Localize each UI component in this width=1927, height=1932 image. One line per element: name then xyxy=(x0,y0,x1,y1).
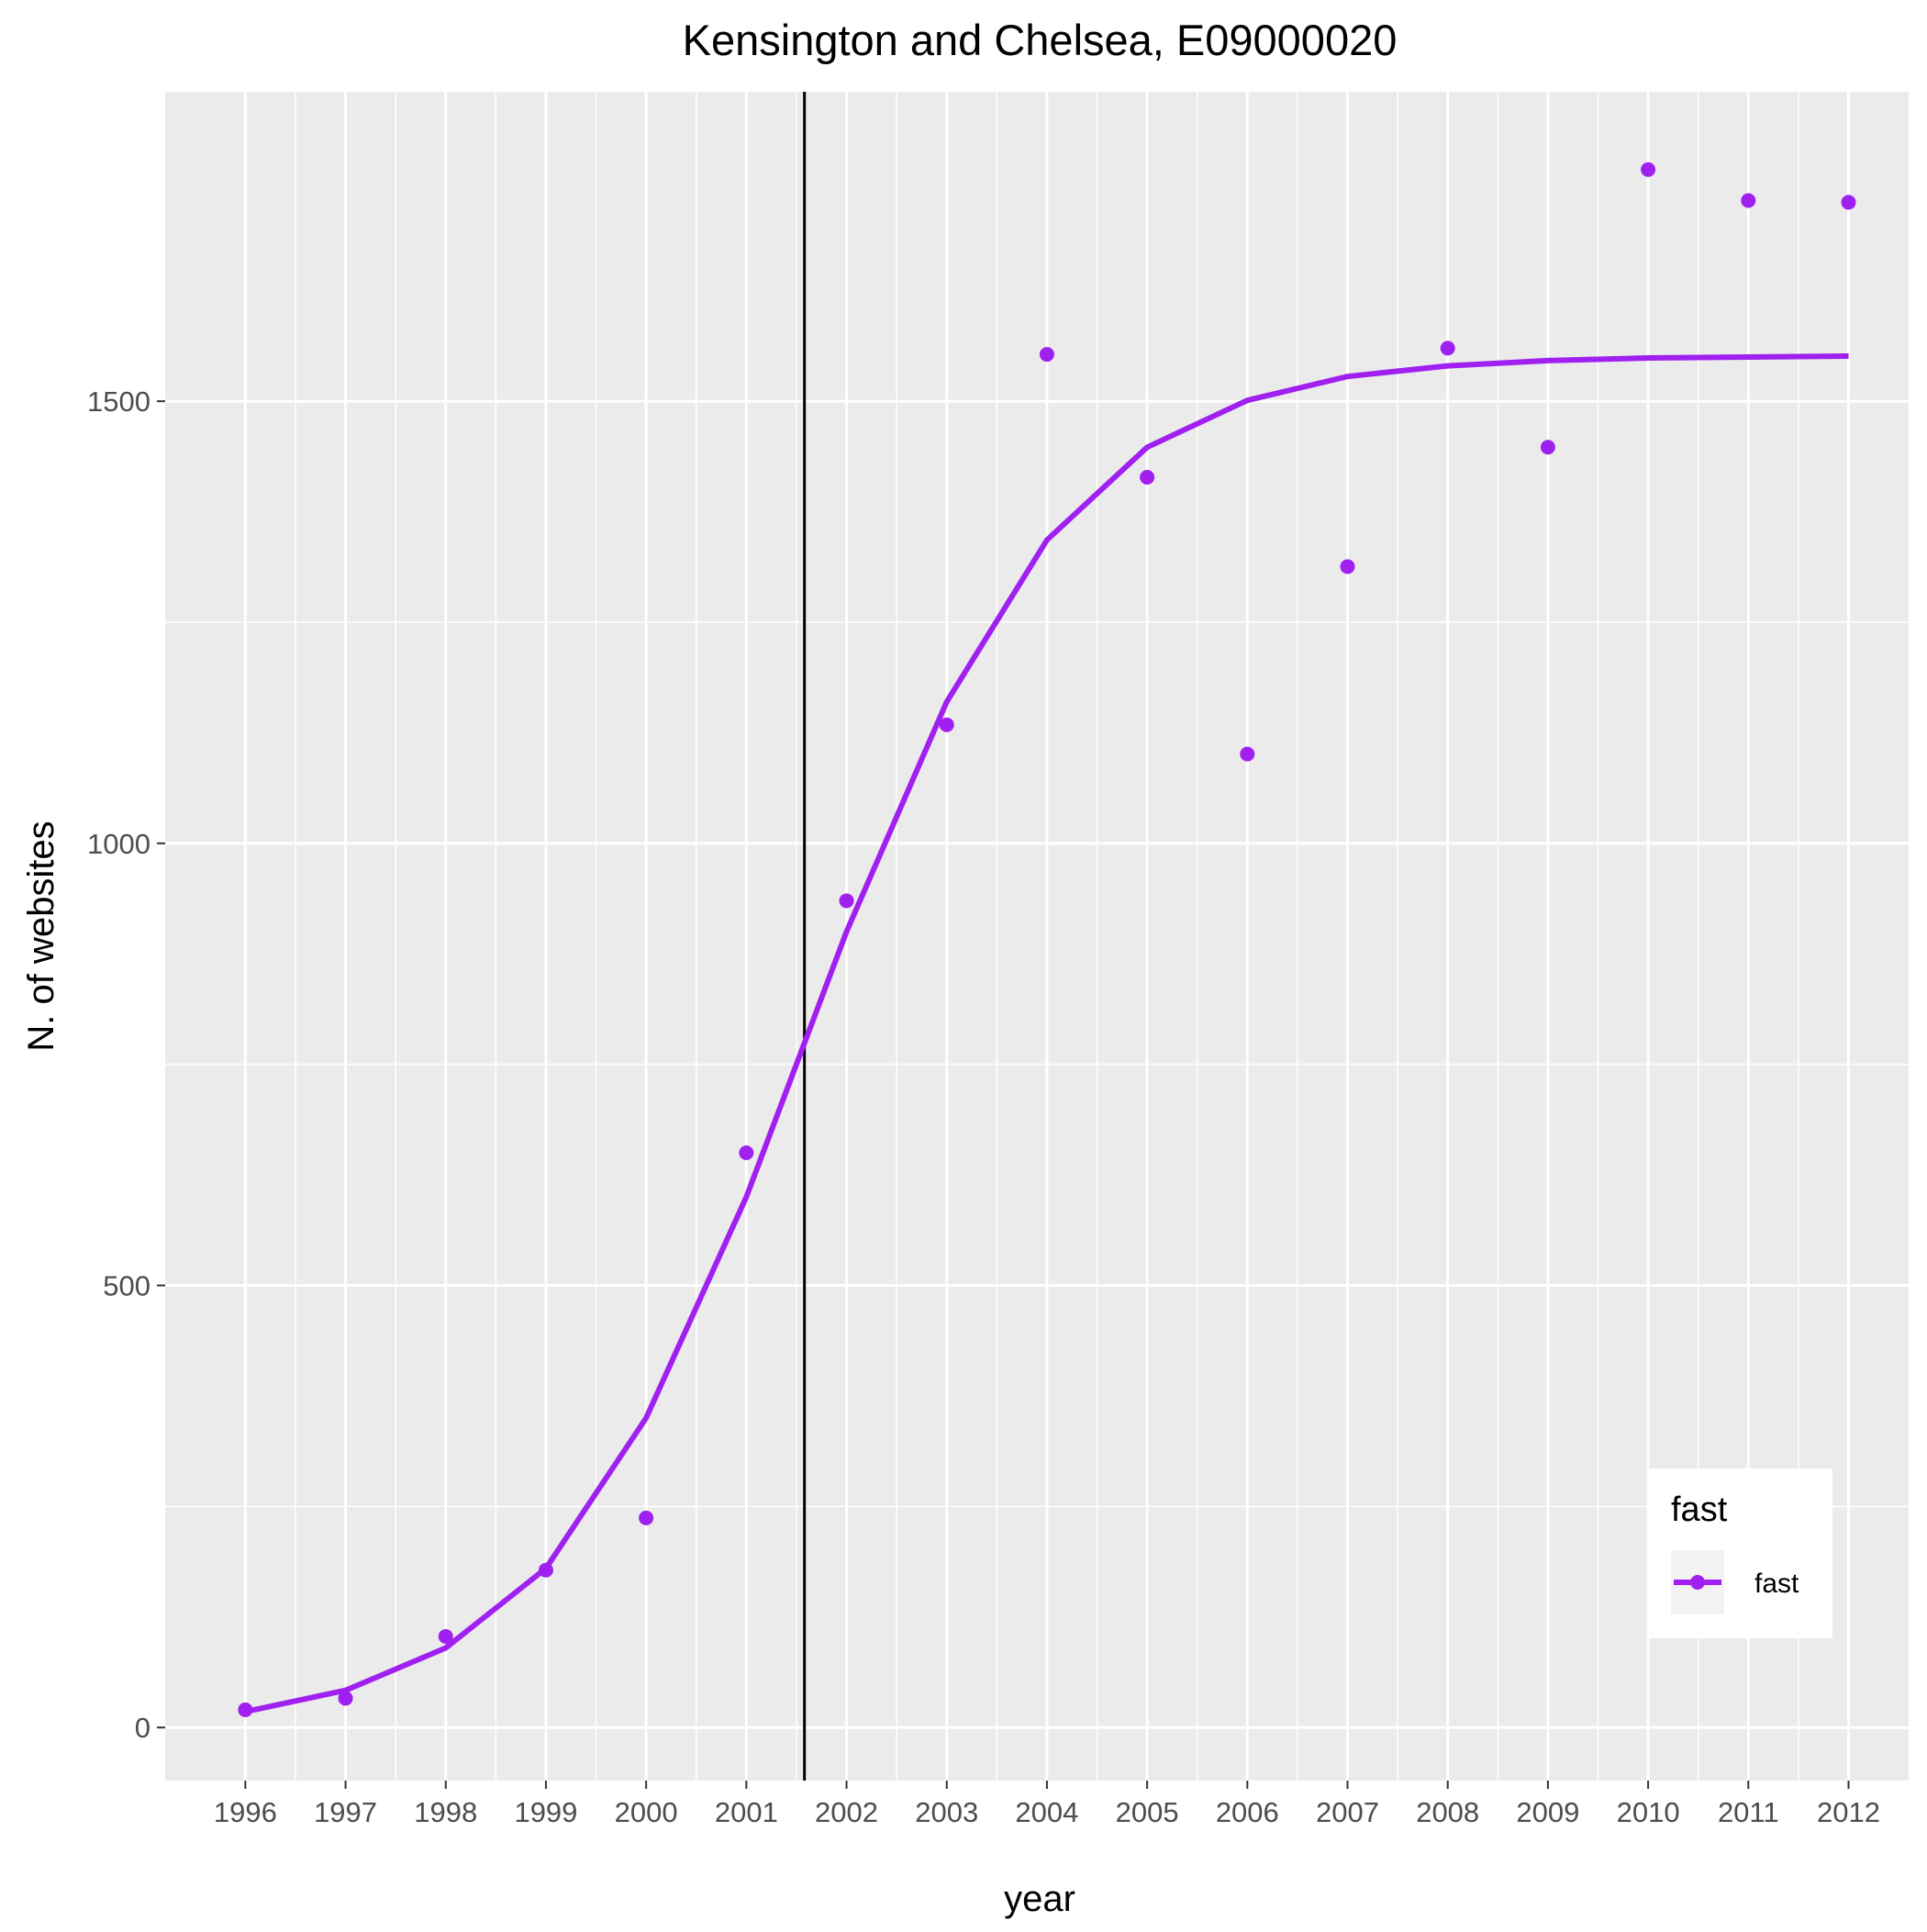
data-point-1996 xyxy=(238,1702,253,1717)
legend: fast fast xyxy=(1649,1469,1832,1638)
x-tick-label: 2005 xyxy=(1116,1796,1179,1828)
data-point-2006 xyxy=(1240,746,1255,762)
x-tick-label: 2012 xyxy=(1817,1796,1880,1828)
data-point-2010 xyxy=(1641,162,1656,177)
x-tick-label: 2010 xyxy=(1617,1796,1680,1828)
x-tick-label: 2009 xyxy=(1516,1796,1579,1828)
x-tick-label: 2011 xyxy=(1718,1796,1779,1828)
x-tick-label: 2002 xyxy=(815,1796,878,1828)
data-point-1998 xyxy=(438,1628,453,1644)
series-line-fast xyxy=(244,353,1849,1714)
legend-key-point xyxy=(1690,1575,1705,1590)
x-tick-label: 1997 xyxy=(314,1796,377,1828)
x-tick-label: 1998 xyxy=(414,1796,477,1828)
data-point-2007 xyxy=(1340,559,1355,575)
data-point-2005 xyxy=(1140,470,1155,486)
y-axis-title: N. of websites xyxy=(21,821,61,1051)
x-axis-title: year xyxy=(1004,1879,1075,1919)
data-point-2011 xyxy=(1741,193,1756,208)
y-tick-label: 0 xyxy=(135,1712,150,1744)
y-tick-label: 1500 xyxy=(87,385,150,418)
axes: 0 500 1000 1500 1996 1997 1998 1999 2000 2001 2002… xyxy=(87,385,1880,1828)
chart-title: Kensington and Chelsea, E09000020 xyxy=(683,16,1398,64)
series-layer xyxy=(238,162,1856,1717)
data-point-2008 xyxy=(1440,341,1455,356)
data-point-2012 xyxy=(1841,195,1856,210)
x-tick-label: 2001 xyxy=(715,1796,778,1828)
x-tick-label: 2000 xyxy=(615,1796,678,1828)
y-tick-label: 500 xyxy=(103,1270,150,1302)
plot-panel xyxy=(165,92,1909,1781)
x-tick-label: 1996 xyxy=(214,1796,277,1828)
x-tick-label: 1999 xyxy=(514,1796,577,1828)
data-point-1997 xyxy=(338,1691,353,1706)
x-tick-label: 2007 xyxy=(1316,1796,1379,1828)
legend-entry-label: fast xyxy=(1754,1569,1799,1599)
data-point-2002 xyxy=(839,893,854,909)
x-tick-label: 2003 xyxy=(915,1796,978,1828)
data-point-1999 xyxy=(538,1562,553,1578)
x-tick-label: 2006 xyxy=(1216,1796,1279,1828)
x-tick-label: 2004 xyxy=(1015,1796,1078,1828)
data-point-2004 xyxy=(1039,347,1054,363)
data-point-2009 xyxy=(1540,440,1555,455)
x-tick-label: 2008 xyxy=(1416,1796,1479,1828)
data-point-2001 xyxy=(739,1145,754,1161)
y-tick-label: 1000 xyxy=(87,828,150,860)
legend-title: fast xyxy=(1671,1491,1728,1529)
data-point-2000 xyxy=(639,1510,654,1525)
data-point-2003 xyxy=(939,717,954,732)
